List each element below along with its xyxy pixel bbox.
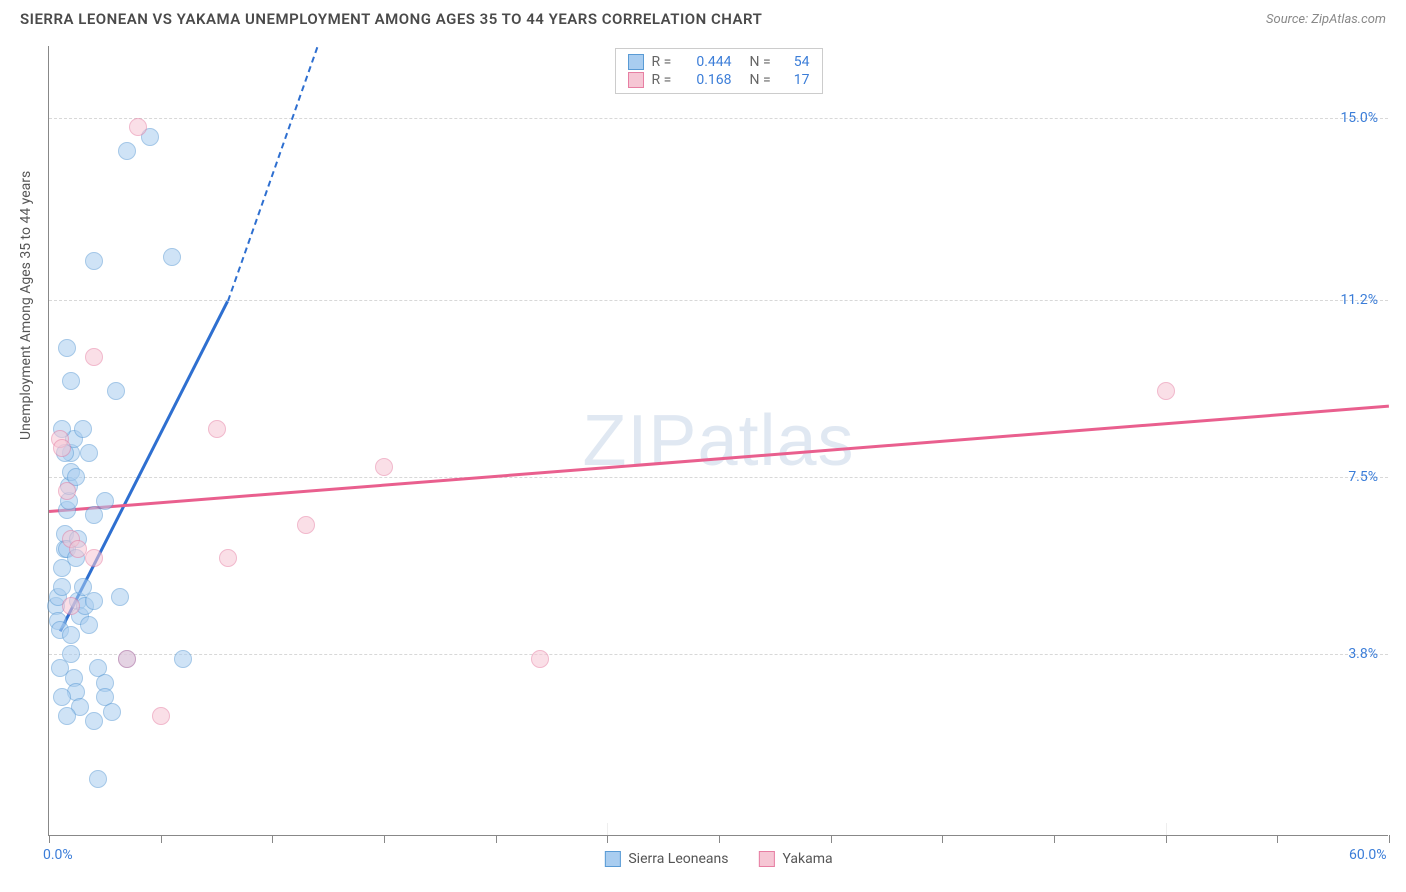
data-point <box>531 650 549 668</box>
data-point <box>107 382 125 400</box>
data-point <box>85 712 103 730</box>
x-tick-label: 60.0% <box>1349 847 1387 863</box>
n-label: N = <box>750 54 776 70</box>
data-point <box>111 588 129 606</box>
legend-swatch <box>604 851 620 867</box>
data-point <box>80 616 98 634</box>
legend-series: Sierra Leoneans Yakama <box>604 851 832 867</box>
legend-swatch <box>628 72 644 88</box>
y-tick-label: 11.2% <box>1340 292 1378 308</box>
x-tick <box>384 835 385 843</box>
data-point <box>1157 382 1175 400</box>
x-tick <box>942 835 943 843</box>
x-tick <box>496 835 497 843</box>
data-point <box>152 707 170 725</box>
chart-plot-area: ZIPatlas R =0.444N =54R =0.168N =17 Sier… <box>48 46 1388 836</box>
chart-title: SIERRA LEONEAN VS YAKAMA UNEMPLOYMENT AM… <box>20 10 762 28</box>
y-tick-label: 15.0% <box>1340 110 1378 126</box>
data-point <box>174 650 192 668</box>
x-tick <box>607 835 608 843</box>
data-point <box>89 770 107 788</box>
data-point <box>85 252 103 270</box>
gridline-h <box>49 300 1388 301</box>
data-point <box>297 516 315 534</box>
r-label: R = <box>652 72 678 88</box>
data-point <box>62 372 80 390</box>
source-label: Source: ZipAtlas.com <box>1266 12 1386 27</box>
r-value: 0.444 <box>686 54 732 70</box>
x-tick <box>161 835 162 843</box>
x-tick <box>1389 835 1390 843</box>
r-label: R = <box>652 54 678 70</box>
x-tick <box>49 835 50 843</box>
data-point <box>53 578 71 596</box>
data-point <box>85 348 103 366</box>
watermark: ZIPatlas <box>582 400 854 482</box>
n-value: 17 <box>784 72 810 88</box>
legend-stat-row: R = 0.444 N = 54 <box>628 53 810 71</box>
data-point <box>219 549 237 567</box>
data-point <box>58 482 76 500</box>
data-point <box>129 118 147 136</box>
data-point <box>85 506 103 524</box>
x-tick-label: 0.0% <box>43 847 73 863</box>
data-point <box>58 339 76 357</box>
data-point <box>118 142 136 160</box>
x-tick <box>1054 835 1055 843</box>
legend-stats-box: R = 0.444 N = 54 R = 0.168 N = 17 <box>615 48 823 94</box>
data-point <box>85 549 103 567</box>
x-tick <box>719 835 720 843</box>
legend-item: Yakama <box>758 851 832 867</box>
data-point <box>80 444 98 462</box>
data-point <box>118 650 136 668</box>
data-point <box>163 248 181 266</box>
n-value: 54 <box>784 54 810 70</box>
legend-label: Sierra Leoneans <box>628 851 728 867</box>
x-tick <box>272 835 273 843</box>
y-tick-label: 3.8% <box>1348 646 1378 662</box>
legend-swatch <box>628 54 644 70</box>
gridline-h <box>49 477 1388 478</box>
trend-line <box>227 47 318 301</box>
data-point <box>51 659 69 677</box>
data-point <box>53 439 71 457</box>
data-point <box>53 688 71 706</box>
gridline-h <box>49 654 1388 655</box>
data-point <box>85 592 103 610</box>
y-axis-title: Unemployment Among Ages 35 to 44 years <box>18 171 34 440</box>
r-value: 0.168 <box>686 72 732 88</box>
n-label: N = <box>750 72 776 88</box>
legend-label: Yakama <box>782 851 832 867</box>
data-point <box>208 420 226 438</box>
data-point <box>375 458 393 476</box>
data-point <box>62 626 80 644</box>
data-point <box>62 597 80 615</box>
x-tick <box>831 835 832 843</box>
gridline-h <box>49 118 1388 119</box>
data-point <box>103 703 121 721</box>
legend-swatch <box>758 851 774 867</box>
trend-line <box>49 405 1389 513</box>
y-tick-label: 7.5% <box>1348 469 1378 485</box>
legend-item: Sierra Leoneans <box>604 851 728 867</box>
x-tick <box>1277 835 1278 843</box>
data-point <box>74 420 92 438</box>
data-point <box>58 707 76 725</box>
chart-header: SIERRA LEONEAN VS YAKAMA UNEMPLOYMENT AM… <box>0 0 1406 36</box>
x-tick <box>1166 835 1167 843</box>
legend-stat-row: R = 0.168 N = 17 <box>628 71 810 89</box>
